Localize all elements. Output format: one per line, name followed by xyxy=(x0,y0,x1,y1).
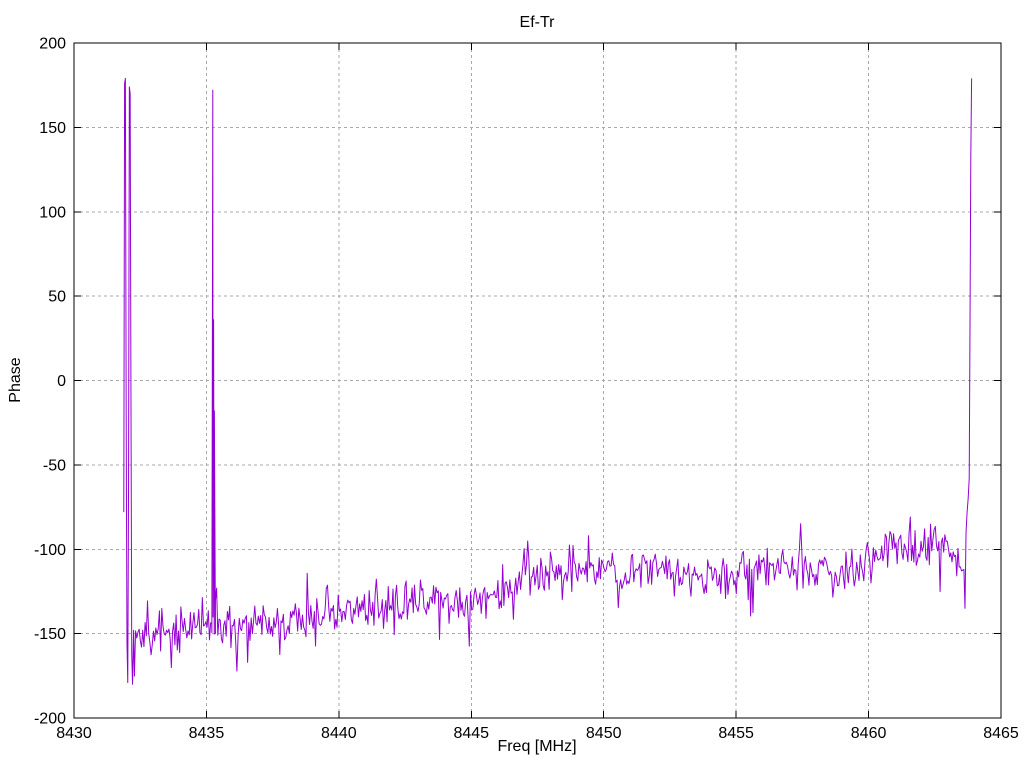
y-tick-label: -200 xyxy=(34,711,66,728)
x-tick-label: 8450 xyxy=(586,725,622,742)
chart-title: Ef-Tr xyxy=(520,14,556,31)
series-line-ef-tr xyxy=(123,77,973,685)
plot-border xyxy=(73,42,1002,719)
y-axis-label: Phase xyxy=(7,357,24,402)
x-tick-label: 8445 xyxy=(453,725,489,742)
y-tick-label: 200 xyxy=(39,36,66,53)
grid-layer xyxy=(74,43,1001,718)
y-tick-label: -50 xyxy=(43,457,66,474)
x-tick-label: 8465 xyxy=(983,725,1019,742)
y-tick-label: 50 xyxy=(48,289,66,306)
tick-label-layer: 8430 8435 8440 8445 8450 8455 8460 8465 -200 -150… xyxy=(34,36,1019,743)
y-tick-label: 100 xyxy=(39,204,66,221)
x-tick-label: 8430 xyxy=(56,725,92,742)
x-axis-label: Freq [MHz] xyxy=(497,738,576,755)
y-tick-label: -150 xyxy=(34,626,66,643)
y-tick-label: -100 xyxy=(34,542,66,559)
series-layer xyxy=(123,77,973,685)
axis-layer xyxy=(73,42,1002,719)
x-tick-label: 8460 xyxy=(851,725,887,742)
x-tick-label: 8455 xyxy=(718,725,754,742)
x-tick-label: 8435 xyxy=(189,725,225,742)
y-tick-label: 150 xyxy=(39,120,66,137)
x-tick-label: 8440 xyxy=(321,725,357,742)
y-tick-label: 0 xyxy=(57,373,66,390)
